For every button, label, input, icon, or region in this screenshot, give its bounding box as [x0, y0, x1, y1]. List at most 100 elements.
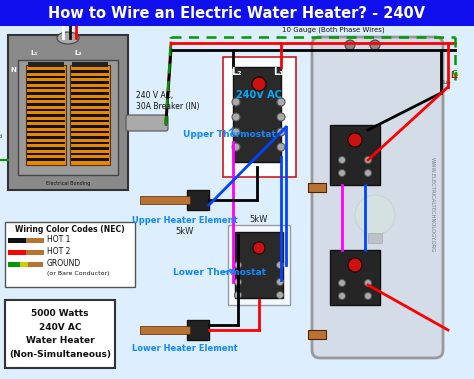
- Bar: [71, 130, 109, 133]
- Bar: [27, 103, 65, 105]
- FancyBboxPatch shape: [312, 37, 443, 358]
- Text: WWW.ELECTRICALTECHNOLOGY.ORG: WWW.ELECTRICALTECHNOLOGY.ORG: [429, 157, 435, 253]
- Bar: [228, 225, 290, 305]
- Text: L₂: L₂: [75, 8, 81, 13]
- Bar: [5, 300, 115, 368]
- Bar: [8, 262, 20, 267]
- Bar: [26, 65, 66, 165]
- Circle shape: [365, 293, 372, 299]
- Circle shape: [276, 262, 283, 268]
- Bar: [187, 320, 209, 340]
- Circle shape: [365, 279, 372, 287]
- Bar: [71, 86, 109, 89]
- Bar: [140, 326, 190, 334]
- Bar: [308, 183, 326, 192]
- Bar: [71, 70, 109, 72]
- Bar: [26, 238, 44, 243]
- Circle shape: [277, 143, 285, 151]
- Bar: [27, 158, 65, 160]
- Bar: [71, 108, 109, 111]
- Bar: [330, 125, 380, 185]
- Circle shape: [253, 242, 265, 254]
- Circle shape: [276, 279, 283, 285]
- Circle shape: [355, 195, 395, 235]
- Bar: [70, 65, 110, 165]
- Circle shape: [277, 128, 285, 136]
- Bar: [71, 97, 109, 100]
- Circle shape: [345, 40, 355, 50]
- Circle shape: [338, 157, 346, 163]
- Bar: [5, 222, 135, 287]
- Bar: [308, 330, 326, 339]
- Circle shape: [338, 169, 346, 177]
- Text: (or Bare Conductor): (or Bare Conductor): [47, 271, 109, 277]
- Bar: [0, 0, 474, 26]
- Bar: [26, 250, 44, 255]
- Text: 240 V AC,
30A Breaker (IN): 240 V AC, 30A Breaker (IN): [136, 91, 200, 111]
- Bar: [27, 141, 65, 144]
- Ellipse shape: [57, 32, 79, 44]
- Bar: [72, 62, 108, 67]
- Bar: [27, 75, 65, 78]
- Text: Lower Thermostat: Lower Thermostat: [173, 268, 266, 277]
- Circle shape: [235, 291, 241, 299]
- Bar: [20, 262, 28, 267]
- Bar: [233, 67, 281, 162]
- Circle shape: [338, 279, 346, 287]
- Text: L₁: L₁: [273, 67, 283, 77]
- Bar: [27, 136, 65, 138]
- Bar: [27, 86, 65, 89]
- Bar: [27, 119, 65, 122]
- Text: 10 Gauge (Both Phase Wires): 10 Gauge (Both Phase Wires): [282, 27, 384, 33]
- Bar: [8, 250, 26, 255]
- Text: 5000 Watts
240V AC
Water Heater
(Non-Simultaneous): 5000 Watts 240V AC Water Heater (Non-Sim…: [9, 309, 111, 359]
- Text: 5kW: 5kW: [250, 216, 268, 224]
- Bar: [27, 130, 65, 133]
- Circle shape: [365, 169, 372, 177]
- Bar: [330, 250, 380, 305]
- Text: G: G: [452, 70, 458, 76]
- Bar: [8, 35, 128, 190]
- Circle shape: [232, 128, 240, 136]
- Bar: [27, 125, 65, 127]
- Bar: [71, 152, 109, 155]
- Text: Wiring Color Codes (NEC): Wiring Color Codes (NEC): [15, 226, 125, 235]
- Text: HOT 1: HOT 1: [47, 235, 70, 244]
- FancyBboxPatch shape: [126, 115, 168, 131]
- Circle shape: [365, 157, 372, 163]
- Text: N: N: [55, 8, 60, 13]
- Text: N: N: [10, 67, 16, 73]
- Bar: [71, 125, 109, 127]
- Bar: [71, 158, 109, 160]
- Bar: [140, 196, 190, 204]
- Circle shape: [277, 113, 285, 121]
- Text: L₁: L₁: [67, 8, 73, 13]
- Bar: [27, 70, 65, 72]
- Bar: [28, 62, 64, 67]
- Bar: [71, 114, 109, 116]
- Circle shape: [277, 98, 285, 106]
- Text: Electrical Bonding: Electrical Bonding: [46, 181, 90, 186]
- Circle shape: [235, 262, 241, 268]
- Text: L₁: L₁: [30, 50, 38, 56]
- Text: How to Wire an Electric Water Heater? - 240V: How to Wire an Electric Water Heater? - …: [48, 6, 426, 20]
- Bar: [27, 97, 65, 100]
- Bar: [27, 152, 65, 155]
- Text: Upper Heater Element: Upper Heater Element: [132, 216, 238, 225]
- Bar: [187, 190, 209, 210]
- Circle shape: [232, 113, 240, 121]
- Circle shape: [232, 98, 240, 106]
- Bar: [71, 147, 109, 149]
- Bar: [27, 92, 65, 94]
- Circle shape: [370, 40, 380, 50]
- Circle shape: [276, 291, 283, 299]
- Bar: [28, 262, 43, 267]
- Circle shape: [338, 293, 346, 299]
- Bar: [27, 147, 65, 149]
- Text: HOT 2: HOT 2: [47, 247, 70, 257]
- Bar: [27, 114, 65, 116]
- Bar: [71, 92, 109, 94]
- Bar: [71, 136, 109, 138]
- Bar: [71, 141, 109, 144]
- Text: Lower Heater Element: Lower Heater Element: [132, 344, 238, 353]
